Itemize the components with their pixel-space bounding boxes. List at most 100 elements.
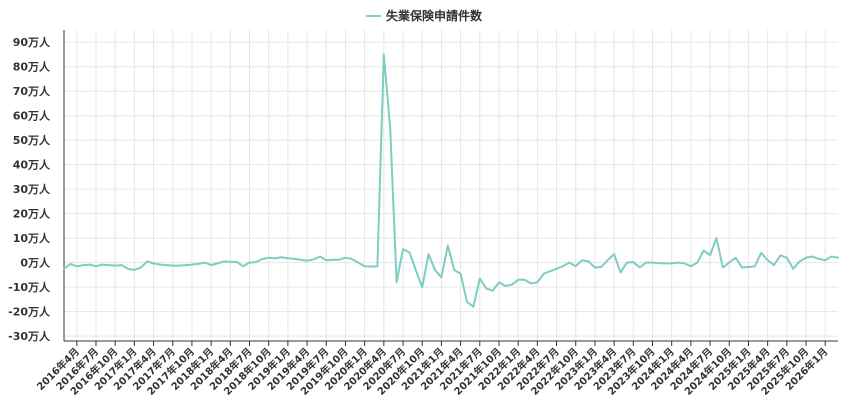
- data-point[interactable]: [612, 252, 617, 257]
- data-point[interactable]: [618, 270, 623, 275]
- data-point[interactable]: [656, 261, 661, 266]
- data-point[interactable]: [471, 304, 476, 309]
- data-point[interactable]: [266, 255, 271, 260]
- data-point[interactable]: [535, 280, 540, 285]
- data-point[interactable]: [452, 268, 457, 273]
- data-point[interactable]: [465, 299, 470, 304]
- data-point[interactable]: [298, 257, 303, 262]
- data-point[interactable]: [637, 265, 642, 270]
- data-point[interactable]: [548, 269, 553, 274]
- data-point[interactable]: [126, 266, 131, 271]
- data-point[interactable]: [420, 285, 425, 290]
- data-point[interactable]: [215, 261, 220, 266]
- data-point[interactable]: [164, 263, 169, 268]
- data-point[interactable]: [823, 258, 828, 263]
- data-point[interactable]: [62, 266, 67, 271]
- data-point[interactable]: [189, 262, 194, 267]
- data-point[interactable]: [362, 264, 367, 269]
- data-point[interactable]: [484, 286, 489, 291]
- data-point[interactable]: [720, 265, 725, 270]
- data-point[interactable]: [541, 271, 546, 276]
- data-point[interactable]: [746, 265, 751, 270]
- data-point[interactable]: [778, 253, 783, 258]
- data-point[interactable]: [292, 256, 297, 261]
- data-point[interactable]: [433, 268, 438, 273]
- data-point[interactable]: [426, 252, 431, 257]
- data-point[interactable]: [560, 264, 565, 269]
- data-point[interactable]: [497, 280, 502, 285]
- data-point[interactable]: [119, 263, 124, 268]
- data-point[interactable]: [580, 258, 585, 263]
- data-point[interactable]: [650, 260, 655, 265]
- data-point[interactable]: [87, 262, 92, 267]
- data-point[interactable]: [772, 263, 777, 268]
- data-point[interactable]: [759, 250, 764, 255]
- data-point[interactable]: [279, 255, 284, 260]
- data-point[interactable]: [631, 260, 636, 265]
- data-point[interactable]: [765, 258, 770, 263]
- data-point[interactable]: [247, 260, 252, 265]
- data-point[interactable]: [337, 257, 342, 262]
- data-point[interactable]: [68, 261, 73, 266]
- data-point[interactable]: [413, 268, 418, 273]
- data-point[interactable]: [695, 260, 700, 265]
- data-point[interactable]: [791, 266, 796, 271]
- data-point[interactable]: [816, 257, 821, 262]
- data-point[interactable]: [401, 247, 406, 252]
- data-point[interactable]: [669, 261, 674, 266]
- data-point[interactable]: [356, 260, 361, 265]
- data-point[interactable]: [663, 261, 668, 266]
- data-point[interactable]: [688, 264, 693, 269]
- data-point[interactable]: [797, 259, 802, 264]
- data-point[interactable]: [260, 257, 265, 262]
- data-point[interactable]: [503, 283, 508, 288]
- data-point[interactable]: [644, 260, 649, 265]
- data-point[interactable]: [804, 255, 809, 260]
- data-point[interactable]: [241, 264, 246, 269]
- data-point[interactable]: [599, 265, 604, 270]
- data-point[interactable]: [752, 264, 757, 269]
- data-point[interactable]: [285, 256, 290, 261]
- data-point[interactable]: [100, 262, 105, 267]
- data-point[interactable]: [388, 126, 393, 131]
- data-point[interactable]: [349, 257, 354, 262]
- data-point[interactable]: [439, 275, 444, 280]
- data-point[interactable]: [132, 268, 137, 273]
- data-point[interactable]: [113, 263, 118, 268]
- data-point[interactable]: [74, 264, 79, 269]
- data-point[interactable]: [375, 264, 380, 269]
- data-point[interactable]: [209, 263, 214, 268]
- data-point[interactable]: [343, 255, 348, 260]
- data-point[interactable]: [381, 52, 386, 57]
- data-point[interactable]: [586, 259, 591, 264]
- data-point[interactable]: [305, 258, 310, 263]
- data-point[interactable]: [810, 254, 815, 259]
- data-point[interactable]: [740, 265, 745, 270]
- legend[interactable]: 失業保険申請件数: [366, 8, 483, 23]
- data-point[interactable]: [407, 250, 412, 255]
- data-point[interactable]: [228, 259, 233, 264]
- data-point[interactable]: [477, 276, 482, 281]
- data-point[interactable]: [183, 263, 188, 268]
- data-point[interactable]: [273, 256, 278, 261]
- data-point[interactable]: [158, 262, 163, 267]
- data-point[interactable]: [81, 263, 86, 268]
- data-point[interactable]: [714, 236, 719, 241]
- data-point[interactable]: [394, 280, 399, 285]
- data-point[interactable]: [708, 253, 713, 258]
- data-point[interactable]: [516, 277, 521, 282]
- data-point[interactable]: [330, 257, 335, 262]
- data-point[interactable]: [253, 260, 258, 265]
- data-point[interactable]: [682, 261, 687, 266]
- data-point[interactable]: [592, 265, 597, 270]
- data-point[interactable]: [573, 264, 578, 269]
- data-point[interactable]: [311, 257, 316, 262]
- data-point[interactable]: [784, 255, 789, 260]
- data-point[interactable]: [605, 258, 610, 263]
- data-point[interactable]: [151, 261, 156, 266]
- data-point[interactable]: [554, 266, 559, 271]
- data-point[interactable]: [829, 254, 834, 259]
- data-point[interactable]: [221, 259, 226, 264]
- data-point[interactable]: [701, 248, 706, 253]
- data-point[interactable]: [94, 264, 99, 269]
